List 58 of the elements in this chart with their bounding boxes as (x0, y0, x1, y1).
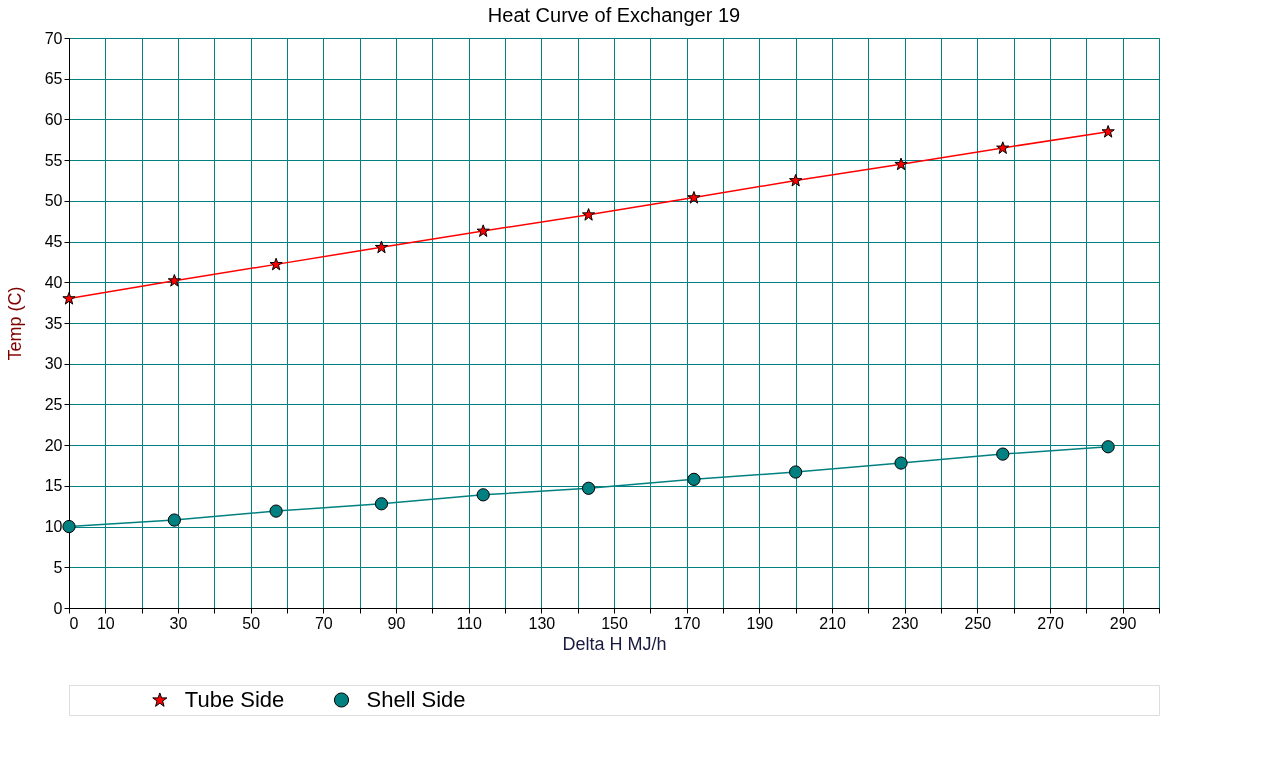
point (894, 456, 908, 470)
y-tick-label: 70 (44, 29, 63, 47)
y-tick-label: 25 (44, 395, 63, 413)
y-tick-label: 0 (53, 599, 63, 617)
x-axis-title: Delta H MJ/h (562, 633, 667, 654)
y-tick-label: 5 (53, 558, 63, 576)
y-axis-title: Temp (C) (4, 286, 25, 361)
x-tick-label: 30 (169, 614, 188, 632)
point (687, 472, 701, 486)
legend-label: Shell Side (366, 687, 466, 712)
y-tick-label: 45 (44, 233, 63, 251)
x-tick-label: 210 (819, 614, 846, 632)
point (581, 208, 596, 221)
y-tick-label: 35 (44, 314, 63, 332)
y-tick-label: 15 (44, 477, 63, 495)
point (269, 257, 283, 271)
x-tick-label: 230 (891, 614, 919, 632)
legend-label: Tube Side (184, 687, 285, 712)
chart-title: Heat Curve of Exchanger 19 (487, 4, 741, 26)
x-tick-label: 190 (746, 614, 774, 632)
x-tick-label: 110 (456, 614, 483, 632)
point (996, 141, 1010, 154)
y-tick-label: 30 (44, 355, 63, 373)
x-tick-label: 130 (528, 614, 556, 632)
point (1101, 125, 1115, 138)
point (476, 224, 490, 237)
x-tick-label: 170 (673, 614, 701, 632)
point (687, 190, 701, 204)
point (894, 157, 908, 171)
point (1101, 440, 1115, 454)
y-tick-label: 10 (44, 518, 63, 536)
point (476, 488, 490, 502)
point (789, 173, 803, 187)
point (167, 513, 181, 527)
x-tick-label: 90 (387, 614, 406, 632)
x-tick-label: 250 (964, 614, 992, 632)
point (374, 497, 389, 511)
y-tick-label: 40 (44, 273, 63, 291)
x-tick-label: 270 (1037, 614, 1064, 632)
point (62, 519, 76, 534)
x-tick-label: 70 (314, 614, 333, 632)
point (789, 465, 803, 479)
x-tick-label: 150 (601, 614, 628, 632)
y-tick-label: 60 (44, 110, 63, 128)
point (269, 504, 283, 518)
x-tick-label: 10 (96, 614, 115, 632)
point (62, 291, 76, 305)
y-tick-label: 55 (44, 151, 63, 169)
y-tick-label: 65 (44, 70, 63, 88)
y-tick-label: 20 (44, 436, 63, 454)
x-tick-label: 50 (242, 614, 261, 632)
x-tick-label: 0 (69, 614, 79, 632)
y-tick-label: 50 (44, 192, 63, 210)
point (374, 240, 389, 254)
x-tick-label: 290 (1109, 614, 1137, 632)
point (581, 481, 596, 495)
point (167, 274, 181, 287)
point (996, 447, 1010, 461)
